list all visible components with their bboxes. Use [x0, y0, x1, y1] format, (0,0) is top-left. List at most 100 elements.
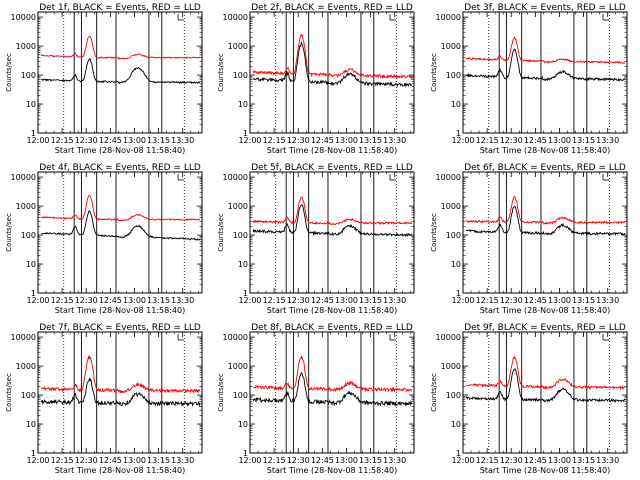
x-tick-label: 12:30	[75, 456, 98, 465]
panel-det-9: Det 9f, BLACK = Events, RED = LLD Counts/…	[430, 323, 628, 475]
y-tick-label: 10	[26, 420, 36, 429]
x-tick-label: 12:30	[500, 136, 523, 145]
x-tick-label: 13:15	[147, 136, 170, 145]
y-tick-label: 1000	[16, 42, 36, 51]
x-tick-label: 12:00	[451, 296, 474, 305]
x-tick-label: 12:30	[287, 456, 310, 465]
x-tick-label: 12:30	[287, 136, 310, 145]
x-axis-label: Start Time (28-Nov-08 11:58:40)	[267, 466, 397, 475]
y-tick-label: 100	[233, 391, 248, 400]
panel-title: Det 1f, BLACK = Events, RED = LLD	[39, 3, 201, 13]
y-tick-label: 10	[238, 420, 248, 429]
x-tick-label: 12:15	[263, 136, 286, 145]
x-axis-label: Start Time (28-Nov-08 11:58:40)	[55, 306, 185, 315]
y-tick-label: 10	[238, 100, 248, 109]
plot-frame	[37, 11, 203, 134]
events-series-line	[252, 203, 413, 238]
events-series-line	[465, 48, 626, 82]
x-tick-label: 12:15	[263, 296, 286, 305]
x-tick-label: 13:00	[123, 296, 146, 305]
x-axis-label: Start Time (28-Nov-08 11:58:40)	[480, 146, 610, 155]
panel-title: Det 8f, BLACK = Events, RED = LLD	[251, 323, 413, 333]
panel-det-4: Det 4f, BLACK = Events, RED = LLD Counts/…	[5, 163, 203, 315]
x-tick-label: 13:00	[335, 456, 358, 465]
y-axis-label: Counts/sec	[430, 213, 438, 252]
x-tick-label: 12:00	[238, 456, 261, 465]
y-tick-label: 1000	[228, 42, 248, 51]
lld-series-line	[41, 355, 201, 394]
events-series-line	[40, 377, 201, 408]
x-tick-label: 12:15	[51, 136, 74, 145]
plot-frame	[249, 331, 415, 454]
x-tick-label: 13:00	[123, 136, 146, 145]
y-tick-label: 100	[21, 231, 36, 240]
panel-det-1: Det 1f, BLACK = Events, RED = LLD Counts/…	[5, 3, 203, 155]
plot-frame	[462, 11, 628, 134]
y-tick-label: 100	[446, 391, 461, 400]
x-tick-label: 12:30	[287, 296, 310, 305]
panel-title: Det 9f, BLACK = Events, RED = LLD	[464, 323, 626, 333]
y-tick-label: 1	[456, 129, 461, 138]
x-tick-label: 12:15	[51, 456, 74, 465]
panel-title: Det 2f, BLACK = Events, RED = LLD	[251, 3, 413, 13]
y-tick-label: 100	[446, 231, 461, 240]
lld-series-line	[466, 196, 626, 225]
y-tick-label: 1000	[441, 42, 461, 51]
x-tick-label: 13:30	[171, 296, 194, 305]
x-tick-label: 13:15	[572, 136, 595, 145]
x-tick-label: 13:15	[147, 296, 170, 305]
y-tick-label: 10	[451, 260, 461, 269]
x-axis-label: Start Time (28-Nov-08 11:58:40)	[480, 306, 610, 315]
x-tick-label: 13:30	[383, 456, 406, 465]
x-tick-label: 12:15	[476, 136, 499, 145]
y-tick-label: 100	[233, 71, 248, 80]
panel-det-8: Det 8f, BLACK = Events, RED = LLD Counts/…	[217, 323, 415, 475]
events-series-line	[252, 40, 413, 88]
lld-series-line	[465, 36, 626, 64]
x-tick-label: 13:00	[335, 136, 358, 145]
y-tick-label: 1000	[16, 362, 36, 371]
x-tick-label: 12:00	[26, 296, 49, 305]
y-tick-label: 10000	[11, 333, 36, 342]
y-tick-label: 1000	[228, 362, 248, 371]
y-tick-label: 1	[456, 289, 461, 298]
x-tick-label: 13:00	[548, 136, 571, 145]
events-series-line	[465, 368, 626, 403]
panel-det-7: Det 7f, BLACK = Events, RED = LLD Counts/…	[5, 323, 203, 475]
plot-frame	[249, 171, 415, 294]
x-tick-label: 13:00	[335, 296, 358, 305]
events-series-line	[252, 372, 413, 407]
y-axis-label: Counts/sec	[5, 373, 13, 412]
x-axis-label: Start Time (28-Nov-08 11:58:40)	[55, 146, 185, 155]
y-tick-label: 1	[456, 449, 461, 458]
y-axis-label: Counts/sec	[430, 53, 438, 92]
x-tick-label: 13:15	[572, 296, 595, 305]
y-axis-label: Counts/sec	[217, 53, 225, 92]
x-tick-label: 12:15	[476, 296, 499, 305]
plot-frame	[37, 331, 203, 454]
y-axis-label: Counts/sec	[217, 373, 225, 412]
x-tick-label: 13:30	[383, 296, 406, 305]
y-tick-label: 1000	[16, 202, 36, 211]
panel-det-3: Det 3f, BLACK = Events, RED = LLD Counts/…	[430, 3, 628, 155]
x-tick-label: 12:00	[238, 136, 261, 145]
y-axis-label: Counts/sec	[5, 213, 13, 252]
x-tick-label: 12:00	[238, 296, 261, 305]
panel-title: Det 7f, BLACK = Events, RED = LLD	[39, 323, 201, 333]
y-axis-label: Counts/sec	[430, 373, 438, 412]
x-tick-label: 12:45	[311, 296, 334, 305]
lld-series-line	[465, 355, 626, 391]
y-tick-label: 1	[31, 129, 36, 138]
plot-frame	[37, 171, 203, 294]
x-tick-label: 12:00	[451, 136, 474, 145]
x-tick-label: 12:45	[99, 456, 122, 465]
x-tick-label: 12:00	[451, 456, 474, 465]
y-tick-label: 10000	[223, 333, 248, 342]
y-tick-label: 10000	[223, 173, 248, 182]
y-axis-label: Counts/sec	[217, 213, 225, 252]
plot-frame	[462, 171, 628, 294]
x-tick-label: 12:15	[51, 296, 74, 305]
x-tick-label: 13:15	[359, 296, 382, 305]
y-tick-label: 10	[238, 260, 248, 269]
y-tick-label: 1	[31, 449, 36, 458]
